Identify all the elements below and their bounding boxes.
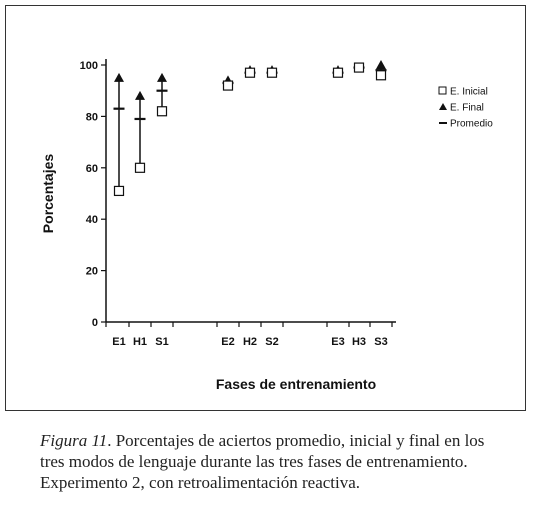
legend-label: Promedio [450,119,493,130]
caption-text: . Porcentajes de aciertos promedio, inic… [40,431,485,492]
initial-marker [375,70,387,81]
final-marker [114,72,124,82]
initial-marker [134,162,146,173]
initial-marker [156,106,168,117]
y-tick-label: 80 [86,111,98,123]
x-tick-label: S2 [265,336,278,348]
y-tick-label: 100 [80,60,98,72]
initial-marker [222,80,234,91]
x-tick-label: E2 [221,336,234,348]
x-tick-label: E1 [112,336,125,348]
y-tick-label: 20 [86,266,98,278]
legend-initial-icon [438,86,447,95]
x-tick-label: H1 [133,336,147,348]
initial-marker [332,67,344,78]
initial-marker [113,185,125,197]
initial-marker [244,67,256,78]
chart: 0 20 40 60 80 100 E1 H1 S1 E2 H2 S2 E3 H3 S3 Porcentaj… [40,59,493,392]
initial-marker [266,67,278,78]
x-tick-label: H3 [352,336,366,348]
legend: E. Inicial E. Final Promedio [438,86,493,130]
x-axis-title: Fases de entrenamiento [216,376,376,392]
x-tick-label: S1 [155,336,168,348]
figure-caption: Figura 11. Porcentajes de aciertos prome… [40,430,500,493]
final-marker [376,60,386,69]
y-tick-label: 40 [86,214,98,226]
y-tick-label: 60 [86,163,98,175]
legend-label: E. Inicial [450,87,488,98]
chart-frame: 0 20 40 60 80 100 E1 H1 S1 E2 H2 S2 E3 H3 S3 Porcentaj… [5,5,526,411]
axes: 0 20 40 60 80 100 E1 H1 S1 E2 H2 S2 E3 H3 S3 [80,59,396,348]
final-marker [135,90,145,100]
legend-final-icon [439,103,447,110]
data-marks [113,60,387,197]
y-tick-label: 0 [92,317,98,329]
x-tick-label: E3 [331,336,344,348]
initial-marker [353,62,365,73]
x-tick-label: H2 [243,336,257,348]
legend-label: E. Final [450,103,484,114]
figure-label: Figura 11 [40,431,108,450]
x-tick-label: S3 [374,336,387,348]
final-marker [157,72,167,82]
y-axis-title: Porcentajes [40,154,56,234]
